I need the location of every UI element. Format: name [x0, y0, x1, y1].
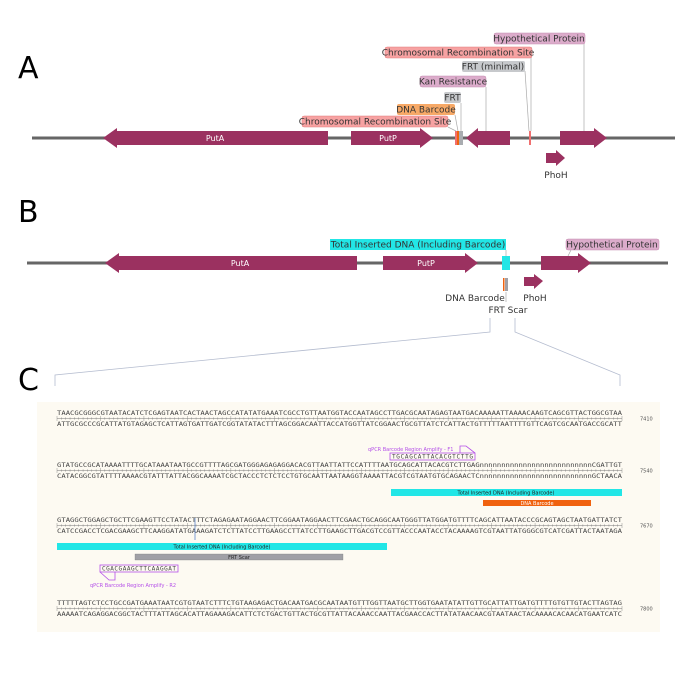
feature-inserted-dna[interactable] — [57, 543, 387, 550]
primer-label: qPCR Barcode Region Amplify - F1 — [368, 447, 453, 453]
bottom-strand[interactable]: CATACGGCGTATTTTAAAACGTATTTATTACGGCAAAATC… — [57, 473, 622, 480]
gene-phoh[interactable] — [546, 150, 565, 166]
primer-sequence: CGACGAAGCTTCAAGGAT — [102, 566, 176, 573]
position-number: 7800 — [640, 607, 653, 613]
gene-putp[interactable] — [351, 128, 433, 148]
gene-label: PutA — [206, 134, 225, 143]
gene-label: PutP — [417, 259, 435, 268]
panel-b: PutA PutP Total Inserted DNA (Including … — [27, 238, 668, 386]
zoom-connector — [54, 318, 621, 386]
position-number: 7540 — [640, 469, 653, 475]
sequence-row: GTAGGCTGGAGCTGCTTCGAAGTTCCTATACTTTCTAGAG… — [56, 517, 653, 535]
label-recomb-site-left: Chromosomal Recombination Site — [299, 118, 452, 128]
label-dna-barcode: DNA Barcode — [396, 106, 456, 116]
gene-puta[interactable] — [103, 128, 328, 148]
feature-inserted-dna[interactable] — [391, 489, 622, 496]
feature-label: DNA Barcode — [520, 501, 553, 507]
feature-frt-scar[interactable] — [134, 553, 344, 561]
sequence-row: GTATGCCGCATAAAATTTTGCATAAATAATGCCGTTTTAG… — [56, 462, 653, 480]
top-strand[interactable]: TAACGCGGGCGTAATACATCTCGAGTAATCACTAACTAGC… — [57, 410, 622, 417]
feature-dna-barcode[interactable] — [483, 500, 591, 506]
bottom-strand[interactable]: ATTGCGCCCGCATTATGTAGAGCTCATTAGTGATTGATCG… — [57, 421, 622, 428]
label-hypothetical-protein: Hypothetical Protein — [566, 241, 658, 251]
label-kan-resistance: Kan Resistance — [419, 78, 488, 88]
feature-label: FRT Scar — [228, 555, 251, 561]
label-dna-barcode: DNA Barcode — [445, 294, 505, 304]
gene-label: PutP — [379, 134, 397, 143]
feature-label: Total Inserted DNA (Including Barcode) — [173, 545, 271, 551]
label-frt-minimal: FRT (minimal) — [462, 63, 524, 73]
barcode-marker — [503, 278, 505, 291]
recomb-site-marker — [529, 131, 531, 145]
primer-label: qPCR Barcode Region Amplify - R2 — [90, 583, 176, 589]
position-number: 7670 — [640, 524, 653, 530]
top-strand[interactable]: GTAGGCTGGAGCTGCTTCGAAGTTCCTATACTTTCTAGAG… — [57, 517, 622, 524]
frt-scar-marker — [505, 278, 508, 291]
panel-a: PutA PutP PhoH Hypothetical Protein Chro… — [32, 32, 675, 181]
inserted-dna-marker — [502, 256, 510, 270]
top-strand[interactable]: GTATGCCGCATAAAATTTTGCATAAATAATGCCGTTTTAG… — [57, 462, 622, 469]
panel-c-sequence-view: TAACGCGGGCGTAATACATCTCGAGTAATCACTAACTAGC… — [37, 402, 660, 632]
bottom-strand[interactable]: AAAAATCAGAGGACGGCTACTTTATTAGCACATTAGAAAG… — [57, 611, 622, 618]
gene-hypothetical[interactable] — [541, 253, 591, 273]
barcode-marker — [457, 131, 459, 145]
panel-label-b: B — [18, 195, 39, 230]
primer-f1[interactable]: qPCR Barcode Region Amplify - F1 TGCAGCA… — [368, 445, 476, 461]
gene-label: PhoH — [544, 171, 567, 181]
panel-label-c: C — [18, 363, 39, 398]
label-recomb-site-right: Chromosomal Recombination Site — [382, 49, 535, 59]
gene-label: PhoH — [523, 294, 546, 304]
sequence-row: TTTTTAGTCTCCTGCCGATGAAATAATCGTGTAATCTTTC… — [56, 600, 653, 618]
gene-puta[interactable] — [105, 253, 357, 273]
label-inserted-dna: Total Inserted DNA (Including Barcode) — [330, 241, 505, 251]
recomb-site-marker — [455, 131, 457, 145]
label-frt-scar: FRT Scar — [488, 306, 527, 316]
gene-phoh[interactable] — [524, 274, 543, 289]
label-frt: FRT — [444, 94, 461, 104]
top-strand[interactable]: TTTTTAGTCTCCTGCCGATGAAATAATCGTGTAATCTTTC… — [57, 600, 622, 607]
sequence-row: TAACGCGGGCGTAATACATCTCGAGTAATCACTAACTAGC… — [56, 410, 653, 428]
bottom-strand[interactable]: CATCCGACCTCGACGAAGCTTCAAGGATATGAAAGATCTC… — [57, 528, 622, 535]
position-number: 7410 — [640, 417, 653, 423]
frt-marker — [459, 131, 463, 145]
sequence-panel-bg — [37, 402, 660, 632]
gene-putp[interactable] — [383, 253, 478, 273]
primer-r2[interactable]: CGACGAAGCTTCAAGGAT qPCR Barcode Region A… — [90, 564, 179, 589]
gene-label: PutA — [231, 259, 250, 268]
primer-sequence: TGCAGCATTACACGTCTTG — [392, 454, 473, 461]
feature-label: Total Inserted DNA (Including Barcode) — [457, 491, 555, 497]
gene-hypothetical[interactable] — [560, 128, 607, 148]
panel-label-a: A — [18, 51, 39, 86]
label-hypothetical-protein: Hypothetical Protein — [493, 35, 585, 45]
gene-kan[interactable] — [466, 128, 510, 148]
